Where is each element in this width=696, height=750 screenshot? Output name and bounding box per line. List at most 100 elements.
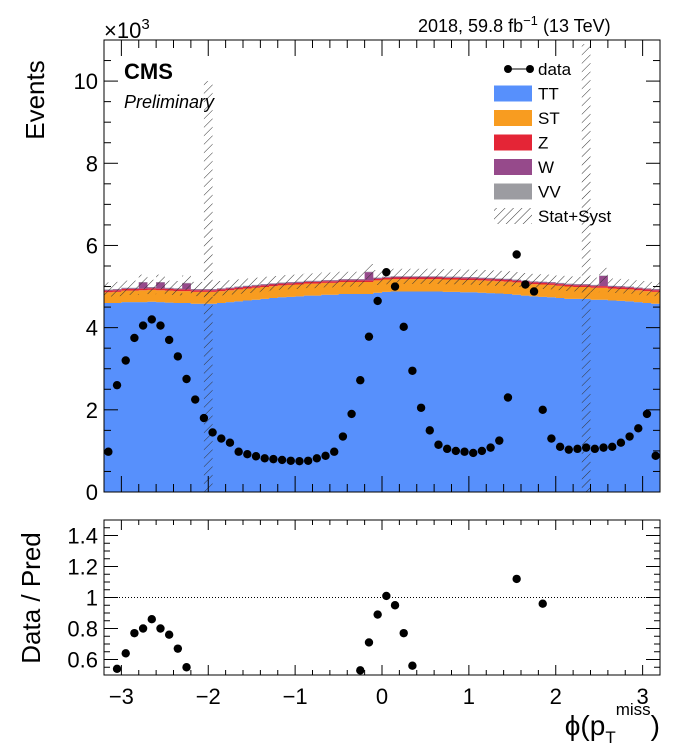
data-point bbox=[538, 405, 547, 415]
main-x-ticks bbox=[103, 40, 661, 492]
ratio-point bbox=[512, 574, 521, 584]
data-point bbox=[147, 315, 156, 324]
x-tick-label: 2 bbox=[550, 684, 562, 709]
main-y-tick-label: 8 bbox=[86, 151, 98, 176]
data-point bbox=[303, 456, 313, 465]
data-point bbox=[521, 280, 530, 289]
legend-label-data: data bbox=[538, 60, 572, 79]
data-point bbox=[469, 448, 478, 458]
data-point bbox=[382, 267, 391, 277]
x-tick-label: 0 bbox=[376, 684, 388, 709]
ratio-panel: 0.6 0.8 1 1.2 1.4 −3 −2 −1 0 1 2 3 Data / Pred ϕ(p… bbox=[16, 519, 661, 747]
ratio-y-tick-label: 0.8 bbox=[67, 617, 98, 642]
data-point bbox=[112, 380, 122, 390]
uncertainty-spike-0 bbox=[203, 81, 213, 492]
main-panel: 0 2 4 6 8 10 Events ×103 2018, 59.8 fb−1 (13 … bbox=[20, 13, 661, 505]
ratio-point bbox=[538, 599, 547, 608]
main-y-tick-label: 10 bbox=[74, 69, 98, 94]
data-point bbox=[651, 451, 660, 461]
data-point bbox=[512, 250, 521, 259]
data-point bbox=[243, 449, 252, 459]
x-tick-label: −1 bbox=[283, 684, 308, 709]
experiment-label: CMS bbox=[124, 59, 173, 84]
data-point bbox=[234, 447, 243, 456]
data-point bbox=[312, 454, 322, 463]
legend-label-w: W bbox=[538, 158, 554, 177]
data-point bbox=[373, 296, 382, 306]
data-point bbox=[408, 366, 417, 375]
ratio-y-axis: 0.6 0.8 1 1.2 1.4 bbox=[67, 519, 660, 676]
stat-syst-band bbox=[104, 264, 660, 297]
y-multiplier: ×103 bbox=[104, 16, 150, 43]
stack-area-tt bbox=[104, 291, 660, 492]
data-point bbox=[390, 282, 400, 291]
data-point bbox=[251, 452, 261, 461]
data-point bbox=[547, 434, 556, 443]
data-point bbox=[217, 434, 226, 443]
legend-label-stat-syst: Stat+Syst bbox=[538, 207, 612, 226]
ratio-point bbox=[182, 663, 191, 672]
legend: data TT ST ZW VV Stat+Syst bbox=[494, 60, 612, 226]
data-point bbox=[182, 374, 191, 384]
data-point bbox=[425, 426, 434, 435]
data-point bbox=[495, 436, 504, 445]
data-point bbox=[208, 428, 217, 437]
ratio-frame bbox=[103, 519, 661, 676]
legend-label-st: ST bbox=[538, 109, 560, 128]
ratio-point bbox=[112, 664, 122, 673]
data-point bbox=[286, 456, 295, 465]
data-point bbox=[529, 287, 539, 296]
ratio-x-axis: −3 −2 −1 0 1 2 3 bbox=[103, 520, 661, 709]
data-point bbox=[156, 321, 165, 330]
ratio-y-axis-title: Data / Pred bbox=[16, 532, 46, 664]
data-point bbox=[356, 376, 365, 385]
ratio-point bbox=[390, 601, 400, 610]
legend-label-z: Z bbox=[538, 134, 548, 153]
main-y-tick-label: 4 bbox=[86, 316, 98, 341]
data-point bbox=[295, 456, 304, 466]
ratio-point bbox=[147, 615, 156, 624]
data-point bbox=[590, 444, 600, 454]
main-y-axis: 0 2 4 6 8 10 bbox=[74, 39, 660, 505]
legend-swatch-stat-syst bbox=[494, 208, 532, 224]
data-point bbox=[599, 443, 608, 452]
data-point bbox=[173, 352, 183, 361]
ratio-point bbox=[138, 624, 148, 633]
data-point bbox=[199, 413, 209, 423]
data-point bbox=[581, 443, 591, 452]
data-point bbox=[399, 322, 408, 332]
legend-swatch-vv bbox=[494, 183, 532, 200]
data-point bbox=[477, 446, 487, 456]
data-point bbox=[364, 332, 374, 341]
ratio-y-tick-label: 1.4 bbox=[67, 524, 98, 549]
data-point bbox=[634, 424, 643, 433]
ratio-point bbox=[156, 624, 165, 633]
x-tick-label: 3 bbox=[637, 684, 649, 709]
data-point bbox=[625, 432, 634, 441]
data-point bbox=[564, 445, 573, 454]
data-point bbox=[321, 451, 330, 461]
legend-label-vv: VV bbox=[538, 183, 561, 202]
legend-swatch-tt bbox=[494, 85, 532, 102]
ratio-point bbox=[173, 644, 183, 653]
data-point bbox=[347, 409, 356, 419]
data-point bbox=[260, 454, 269, 463]
x-tick-label: −2 bbox=[196, 684, 221, 709]
ratio-point bbox=[382, 591, 391, 601]
data-point bbox=[191, 395, 200, 404]
data-point bbox=[616, 438, 626, 447]
data-point bbox=[269, 454, 278, 464]
data-point bbox=[642, 409, 652, 419]
data-point bbox=[608, 442, 617, 451]
legend-data-marker bbox=[526, 65, 534, 73]
data-point bbox=[138, 321, 148, 330]
x-tick-label: −3 bbox=[109, 684, 134, 709]
legend-label-tt: TT bbox=[538, 85, 559, 104]
data-point bbox=[442, 444, 452, 454]
legend-swatch-w bbox=[494, 159, 532, 175]
data-point bbox=[555, 442, 565, 451]
main-y-tick-label: 0 bbox=[86, 480, 98, 505]
ratio-y-tick-label: 1.2 bbox=[67, 555, 98, 580]
ratio-y-tick-label: 0.6 bbox=[67, 648, 98, 673]
